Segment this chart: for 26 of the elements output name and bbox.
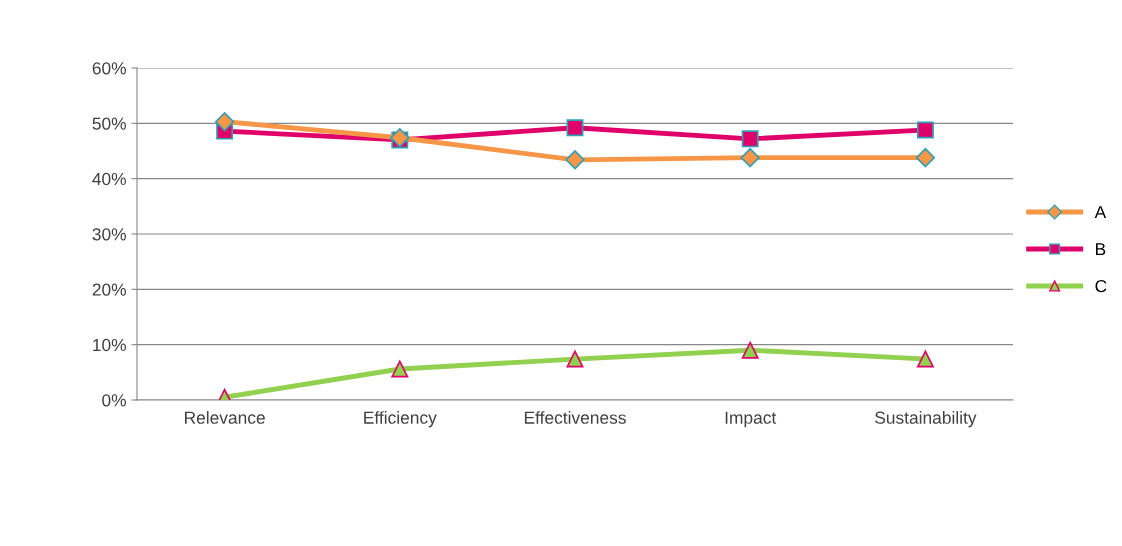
point bbox=[915, 147, 936, 168]
y-tick-label: 30% bbox=[92, 228, 126, 241]
point bbox=[565, 150, 585, 170]
point bbox=[741, 130, 759, 148]
x-tick-label: Sustainability bbox=[875, 411, 977, 428]
x-tick-label: Efficiency bbox=[364, 411, 437, 428]
point bbox=[566, 350, 584, 368]
point bbox=[916, 121, 934, 139]
y-tick-label: 20% bbox=[92, 283, 126, 296]
point bbox=[916, 350, 934, 368]
legend-label: A bbox=[1094, 206, 1107, 219]
y-tick-label: 0% bbox=[102, 394, 126, 407]
x-tick-label: Impact bbox=[725, 411, 777, 428]
point bbox=[566, 119, 584, 137]
legend-label: B bbox=[1096, 243, 1106, 256]
point bbox=[740, 147, 760, 168]
y-tick-label: 60% bbox=[92, 62, 126, 75]
y-tick-label: 40% bbox=[92, 172, 126, 186]
legend-label: C bbox=[1095, 279, 1107, 293]
x-tick-label: Effectiveness bbox=[524, 411, 626, 424]
x-tick-label: Relevance bbox=[185, 411, 265, 424]
point bbox=[391, 360, 409, 378]
point bbox=[214, 111, 235, 132]
y-tick-label: 10% bbox=[93, 338, 126, 352]
point bbox=[741, 341, 759, 359]
y-tick-label: 50% bbox=[92, 117, 126, 130]
